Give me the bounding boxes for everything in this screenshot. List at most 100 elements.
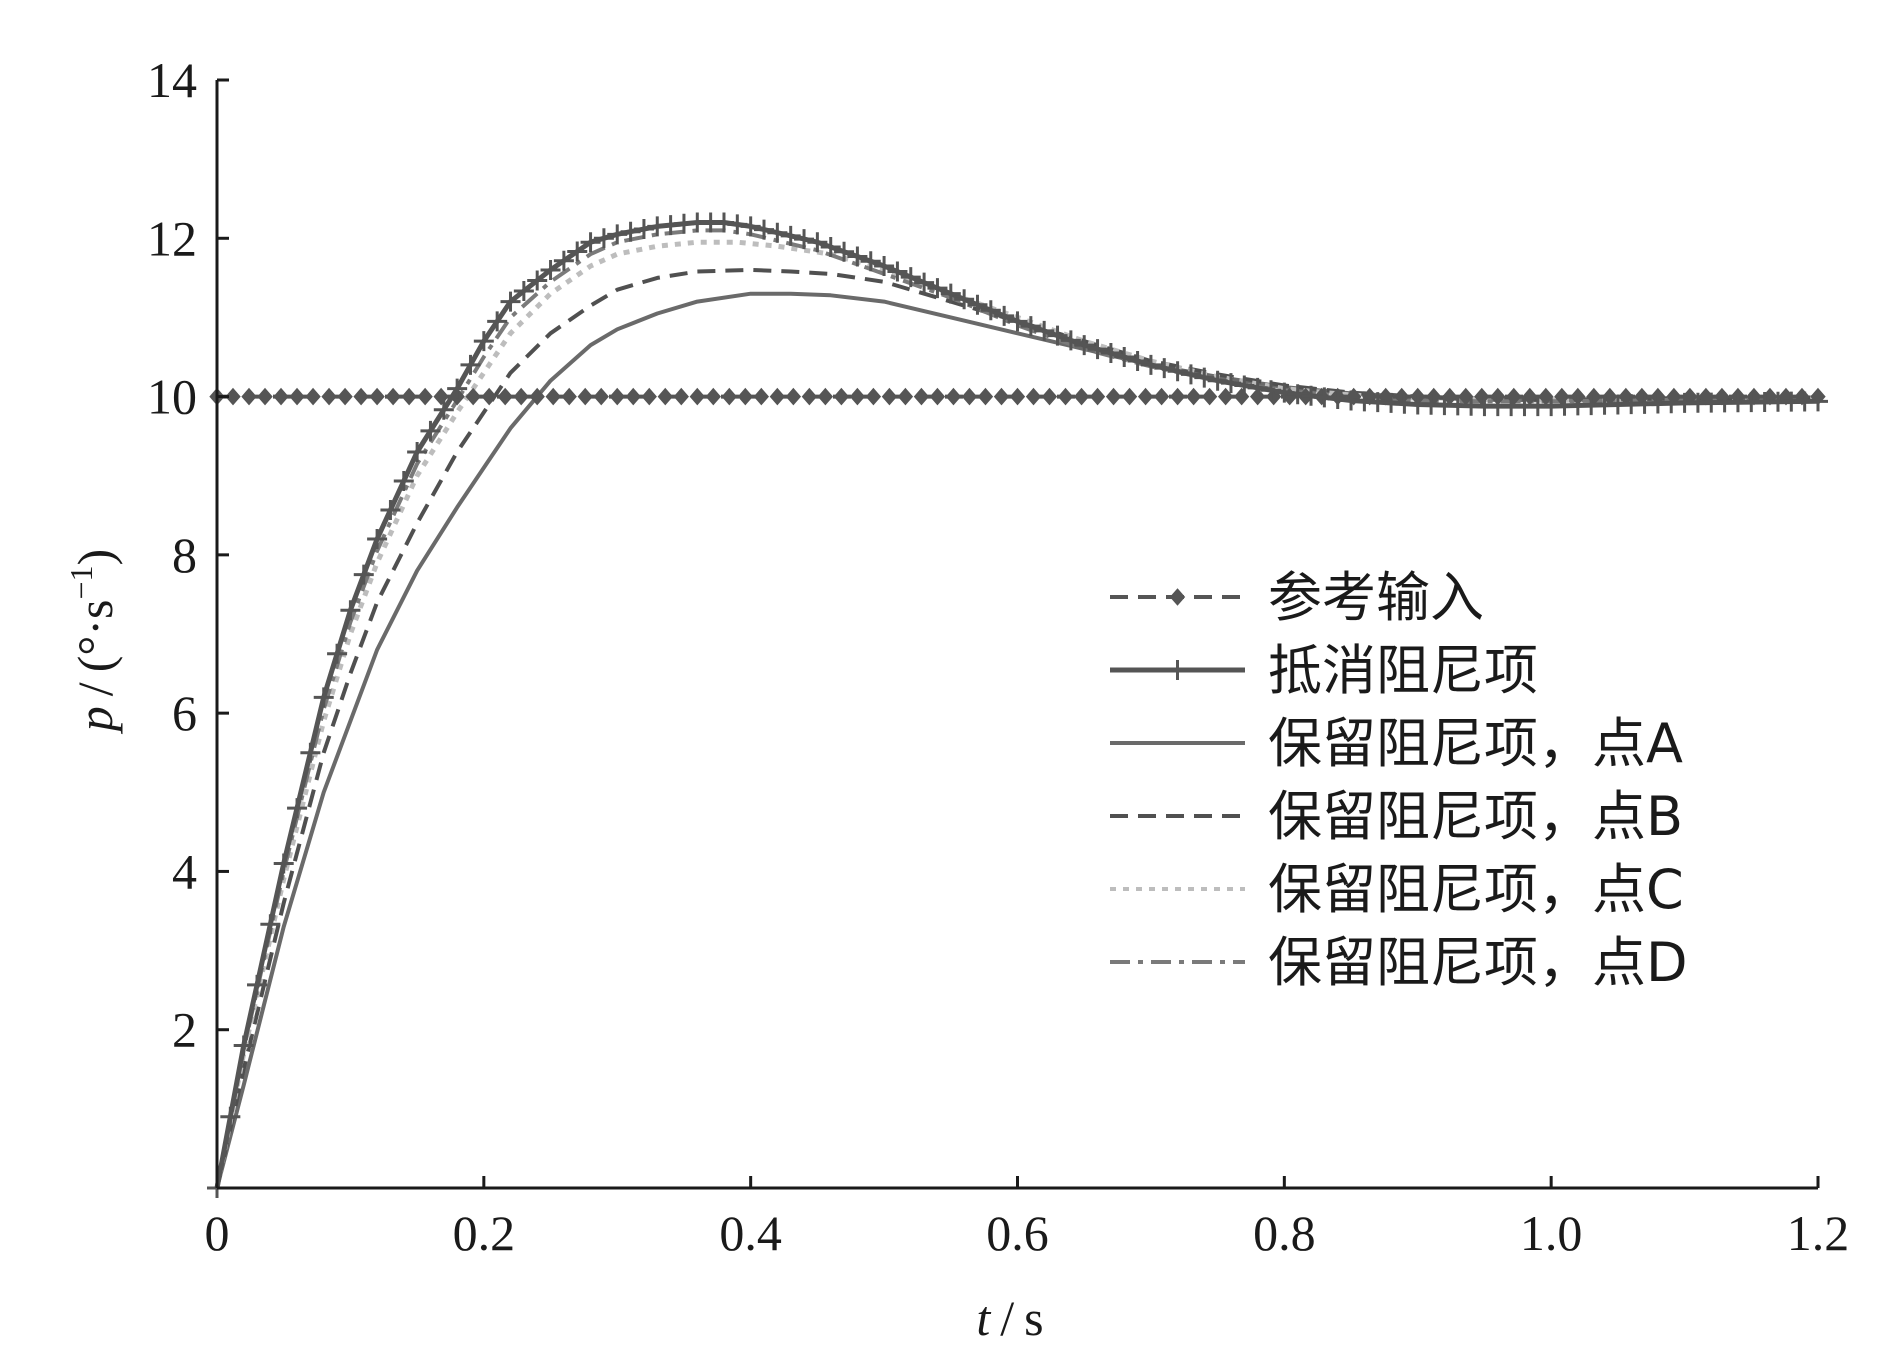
series-line: [215, 267, 1819, 1189]
series-marker: [1100, 343, 1121, 364]
series-marker: [527, 270, 548, 291]
series-marker: [897, 387, 914, 406]
y-ticks: 2 4 6 8 10 12 14: [147, 52, 229, 1058]
series-marker: [740, 216, 761, 237]
series-marker: [380, 500, 401, 521]
y-axis-unit-post: ): [67, 549, 123, 566]
y-tick-label: 14: [147, 52, 197, 108]
series-marker: [754, 219, 775, 240]
series-marker: [393, 470, 414, 491]
y-tick-label: 4: [172, 843, 197, 899]
series-marker: [1105, 387, 1122, 406]
series-marker: [794, 229, 815, 250]
series-marker: [929, 387, 946, 406]
series-marker: [927, 278, 948, 299]
legend-item: 保留阻尼项，点A: [1110, 712, 1683, 775]
series-marker: [1074, 335, 1095, 356]
series-marker: [817, 387, 834, 406]
series-marker: [801, 387, 818, 406]
legend-label: 参考输入: [1268, 566, 1484, 629]
series-marker: [1247, 377, 1268, 398]
legend-marker: [1167, 660, 1188, 680]
series-marker: [340, 600, 361, 621]
series-marker: [1207, 370, 1228, 391]
series-marker: [881, 387, 898, 406]
series-marker: [1007, 311, 1028, 332]
series-marker: [625, 387, 641, 406]
series-marker: [545, 387, 561, 406]
series-marker: [577, 387, 593, 406]
series-marker: [327, 643, 348, 664]
series-marker: [1274, 382, 1295, 403]
series-marker: [807, 232, 828, 253]
series-marker: [954, 289, 975, 310]
series-marker: [994, 305, 1015, 326]
series-marker: [1060, 330, 1081, 351]
series-marker: [1194, 367, 1215, 388]
series-marker: [1233, 387, 1250, 406]
x-axis-unit: s: [1024, 1290, 1043, 1346]
legend-label: 保留阻尼项，点C: [1268, 858, 1684, 921]
series-marker: [1301, 385, 1322, 406]
legend-item: 保留阻尼项，点B: [1110, 785, 1683, 848]
series-marker: [1041, 387, 1058, 406]
series-marker: [540, 259, 561, 280]
series-marker: [487, 311, 508, 332]
series-marker: [1057, 387, 1074, 406]
series-marker: [967, 294, 988, 315]
series-marker: [785, 387, 802, 406]
series-marker: [580, 232, 601, 253]
series-marker: [1047, 325, 1068, 346]
series-marker: [834, 241, 855, 262]
series-marker: [607, 224, 628, 245]
series-marker: [233, 1035, 254, 1056]
series-marker: [721, 387, 737, 406]
series-marker: [257, 387, 273, 406]
series-marker: [273, 387, 289, 406]
series-marker: [641, 387, 657, 406]
x-axis-title: t / s: [976, 1290, 1043, 1346]
plot-series: [207, 212, 1828, 1198]
series-marker: [473, 331, 494, 352]
legend-label: 保留阻尼项，点B: [1268, 785, 1683, 848]
x-tick-label: 1.2: [1787, 1205, 1850, 1261]
series-marker: [1089, 387, 1106, 406]
legend-marker: [1169, 588, 1186, 606]
series-marker: [567, 241, 588, 262]
series-marker: [689, 387, 705, 406]
series-marker: [1087, 339, 1108, 360]
series-marker: [553, 250, 574, 271]
series-marker: [313, 687, 334, 708]
y-axis-slash: /: [67, 682, 123, 696]
series-marker: [914, 272, 935, 293]
series-marker: [860, 251, 881, 272]
legend-item: 参考输入: [1110, 566, 1484, 629]
series-line: [214, 220, 1819, 1189]
series-marker: [847, 246, 868, 267]
y-tick-label: 6: [172, 685, 197, 741]
y-axis-unit-sup: −1: [63, 565, 99, 599]
series-marker: [407, 441, 428, 462]
series-marker: [593, 228, 614, 249]
series-marker: [513, 387, 529, 406]
series-marker: [1287, 384, 1308, 405]
series-marker: [874, 255, 895, 276]
y-tick-label: 12: [147, 210, 197, 266]
series-marker: [673, 387, 689, 406]
x-tick-label: 0.6: [986, 1205, 1049, 1261]
series-marker: [420, 420, 441, 441]
series-marker: [500, 291, 521, 312]
series-marker: [767, 222, 788, 243]
series-marker: [1114, 347, 1135, 367]
series-marker: [1153, 387, 1170, 406]
series-line: [215, 228, 1819, 1189]
series-marker: [1073, 387, 1090, 406]
series-marker: [633, 219, 654, 240]
x-ticks: 0 0.2 0.4 0.6 0.8 1.0 1.2: [205, 1176, 1850, 1261]
series-marker: [225, 387, 241, 406]
series-marker: [1020, 316, 1041, 337]
series-marker: [1167, 361, 1188, 382]
series-marker: [609, 387, 625, 406]
series-marker: [1808, 391, 1828, 412]
